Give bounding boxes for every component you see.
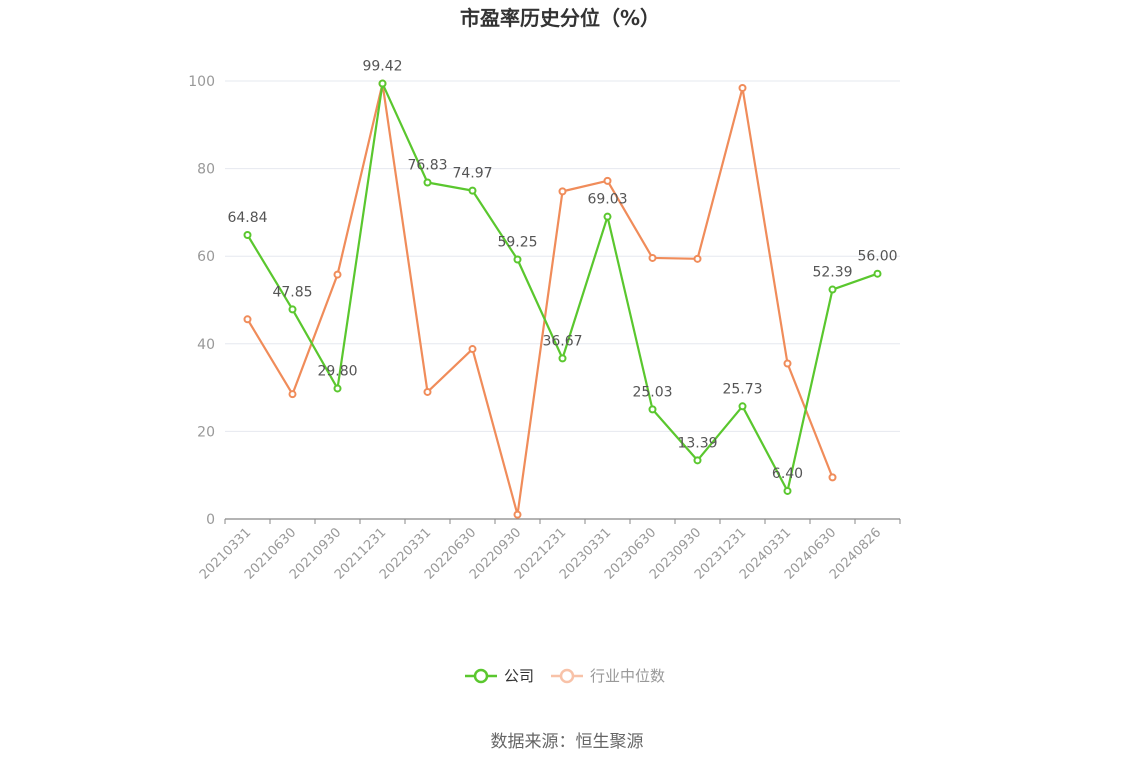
data-label: 25.03 <box>632 384 672 400</box>
data-point[interactable] <box>513 510 522 519</box>
legend-item-company[interactable]: 公司 <box>465 667 534 685</box>
data-point[interactable] <box>288 305 297 314</box>
x-axis: 2021033120210630202109302021123120220331… <box>197 518 901 583</box>
data-label: 29.80 <box>317 363 357 379</box>
data-point[interactable] <box>873 269 882 278</box>
legend-label-industry: 行业中位数 <box>590 667 665 685</box>
data-point[interactable] <box>333 384 342 393</box>
data-point[interactable] <box>468 186 477 195</box>
data-point[interactable] <box>513 255 522 264</box>
data-point[interactable] <box>423 178 432 187</box>
data-point[interactable] <box>738 402 747 411</box>
data-label: 25.73 <box>722 381 762 397</box>
chart-title: 市盈率历史分位（%） <box>460 6 660 30</box>
data-point[interactable] <box>558 354 567 363</box>
data-point[interactable] <box>828 285 837 294</box>
y-tick-label: 100 <box>188 74 215 90</box>
series-layer: 64.84 47.85 29.80 99.42 76.83 74.97 59.25 36.67… <box>227 59 898 519</box>
data-point[interactable] <box>333 270 342 279</box>
data-point[interactable] <box>648 253 657 262</box>
data-point[interactable] <box>378 79 387 88</box>
data-label: 52.39 <box>812 265 852 281</box>
y-axis: 0 20 40 60 80 100 <box>188 74 215 528</box>
series-line <box>246 82 834 516</box>
data-point[interactable] <box>243 315 252 324</box>
data-label: 6.40 <box>772 466 803 482</box>
data-point[interactable] <box>693 456 702 465</box>
data-point[interactable] <box>288 390 297 399</box>
y-tick-label: 0 <box>206 512 215 528</box>
data-point[interactable] <box>738 84 747 93</box>
data-label: 36.67 <box>542 333 582 349</box>
data-point[interactable] <box>828 473 837 482</box>
data-label: 74.97 <box>452 166 492 182</box>
legend-marker-industry <box>559 668 575 684</box>
data-point[interactable] <box>603 212 612 221</box>
data-point[interactable] <box>468 345 477 354</box>
data-point[interactable] <box>558 187 567 196</box>
legend-item-industry[interactable]: 行业中位数 <box>551 667 665 685</box>
data-label: 47.85 <box>272 284 312 300</box>
data-point[interactable] <box>783 486 792 495</box>
data-label: 13.39 <box>677 435 717 451</box>
data-point[interactable] <box>603 176 612 185</box>
data-point[interactable] <box>243 231 252 240</box>
data-label: 69.03 <box>587 192 627 208</box>
series-industry <box>243 79 837 519</box>
y-tick-label: 20 <box>197 424 215 440</box>
data-label: 59.25 <box>497 234 537 250</box>
data-label: 64.84 <box>227 210 267 226</box>
data-point[interactable] <box>423 387 432 396</box>
legend[interactable]: 公司 行业中位数 <box>465 667 665 685</box>
y-tick-label: 60 <box>197 249 215 265</box>
source-text: 数据来源：恒生聚源 <box>491 732 644 752</box>
grid-lines <box>225 80 900 432</box>
y-tick-label: 80 <box>197 162 215 178</box>
series-line <box>246 82 878 493</box>
data-point[interactable] <box>783 359 792 368</box>
data-label: 76.83 <box>407 157 447 173</box>
data-point[interactable] <box>648 405 657 414</box>
y-tick-label: 40 <box>197 337 215 353</box>
series-company: 64.84 47.85 29.80 99.42 76.83 74.97 59.25 36.67… <box>227 59 898 495</box>
data-point[interactable] <box>693 254 702 263</box>
data-label: 56.00 <box>857 249 897 265</box>
legend-marker-company <box>473 668 489 684</box>
legend-label-company: 公司 <box>504 667 534 685</box>
data-label: 99.42 <box>362 59 402 75</box>
